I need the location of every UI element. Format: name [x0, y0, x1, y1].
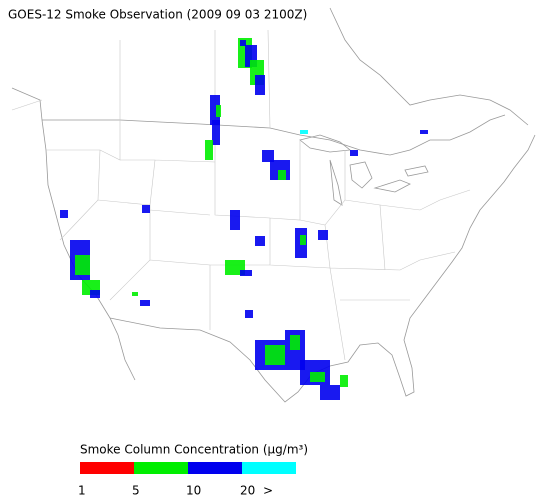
great-lakes: [299, 134, 429, 206]
smoke-patch: [420, 130, 428, 134]
color-bar-label: 1: [78, 484, 86, 498]
smoke-patch: [310, 372, 325, 382]
smoke-patch: [240, 270, 252, 276]
smoke-patch: [265, 345, 285, 365]
smoke-patch: [210, 95, 220, 125]
smoke-patch: [350, 150, 358, 156]
smoke-patch: [230, 210, 240, 230]
smoke-patch: [240, 40, 246, 46]
smoke-patch: [212, 120, 220, 145]
smoke-patch: [255, 75, 265, 95]
smoke-patch: [290, 335, 300, 350]
color-bar-segment: [80, 462, 134, 474]
smoke-patch: [140, 300, 150, 306]
smoke-patch: [205, 140, 213, 160]
legend-title: Smoke Column Concentration (μg/m³): [80, 443, 308, 457]
smoke-patch: [262, 150, 274, 162]
smoke-patch: [278, 170, 286, 180]
map-title: GOES-12 Smoke Observation (2009 09 03 21…: [8, 8, 307, 22]
smoke-patch: [90, 290, 100, 298]
color-bar-label: >: [263, 484, 273, 498]
smoke-observations: [60, 38, 428, 400]
national-border: [42, 114, 506, 156]
smoke-patch: [142, 205, 150, 213]
color-bar-label: 10: [186, 484, 201, 498]
smoke-patch: [132, 292, 138, 296]
smoke-patch: [75, 255, 90, 275]
smoke-patch: [300, 130, 308, 134]
smoke-patch: [318, 230, 328, 240]
smoke-patch: [300, 235, 306, 245]
smoke-patch: [60, 210, 68, 218]
color-bar-label: 20: [240, 484, 255, 498]
smoke-patch: [245, 310, 253, 318]
color-bar: 1 5 10 20 >: [78, 462, 296, 498]
canada-lines: [11, 29, 271, 129]
smoke-patch: [340, 375, 348, 387]
smoke-patch: [320, 385, 340, 400]
state-lines: [46, 120, 471, 361]
color-bar-segment: [188, 462, 242, 474]
smoke-patch: [255, 236, 265, 246]
color-bar-segment: [134, 462, 188, 474]
smoke-patch: [216, 105, 221, 117]
color-bar-segment: [242, 462, 296, 474]
color-bar-label: 5: [132, 484, 140, 498]
